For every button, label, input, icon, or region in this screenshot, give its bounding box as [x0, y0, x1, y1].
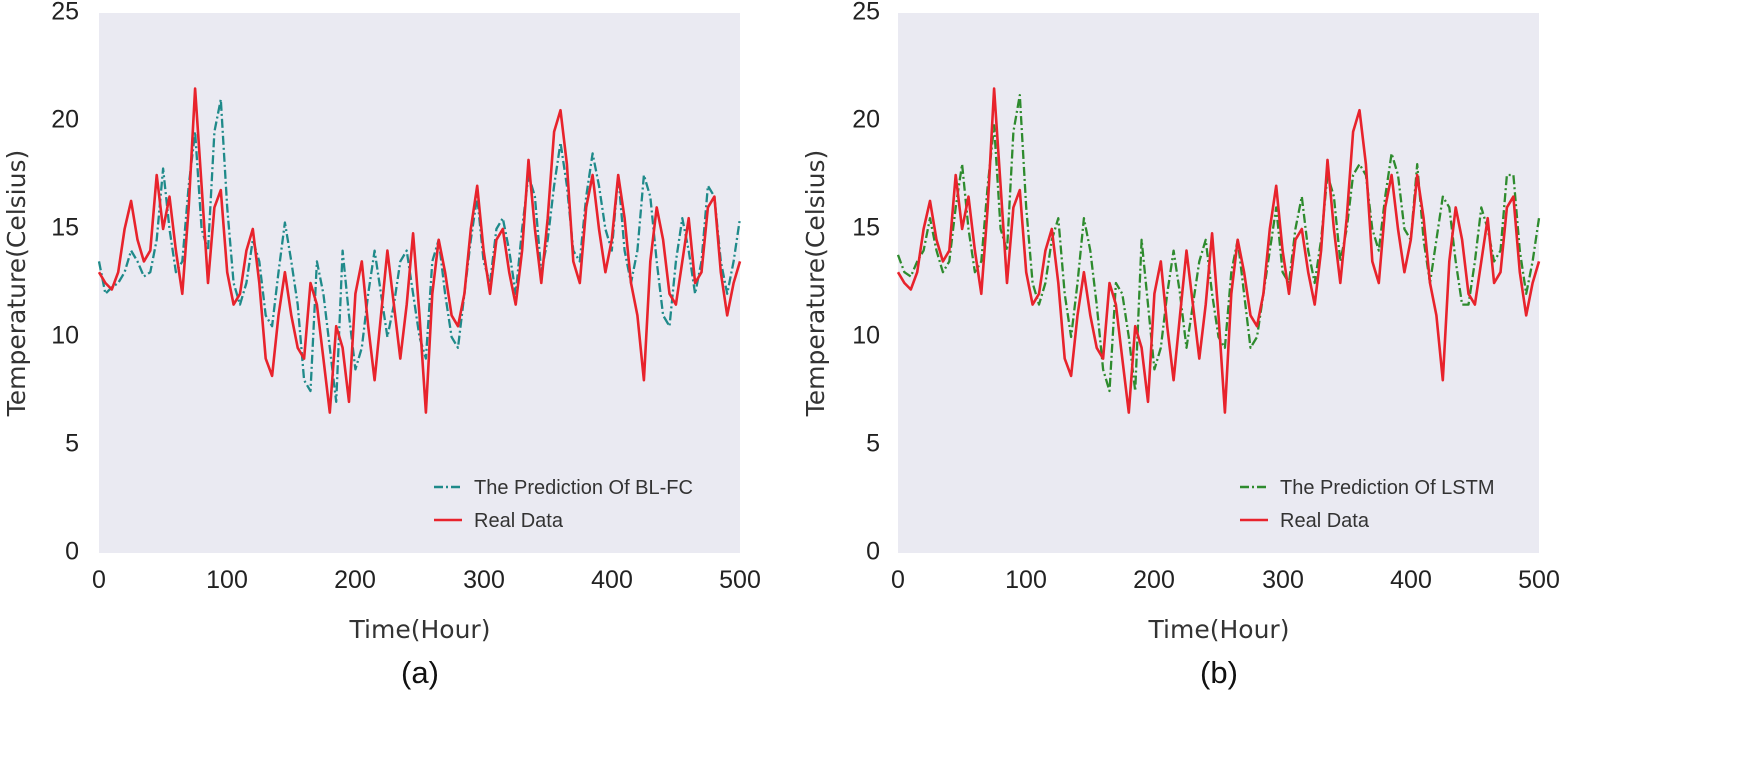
x-axis-title-a: Time(Hour): [349, 615, 491, 644]
y-tick-label-b-25: 25: [852, 0, 880, 26]
x-tick-labels-b: 0 100 200 300 400 500: [891, 566, 1560, 594]
x-tick-label-b-500: 500: [1518, 566, 1560, 594]
legend-a: The Prediction Of BL-FC Real Data: [434, 477, 693, 532]
chart-panel-b: 0 5 10 15 20 25 0 100 200 300 400 500 Ti…: [801, 0, 1560, 690]
y-tick-label-a-15: 15: [51, 214, 79, 242]
y-tick-label-a-10: 10: [51, 322, 79, 350]
y-tick-labels-a: 0 5 10 15 20 25: [51, 0, 79, 566]
x-tick-label-a-200: 200: [334, 566, 376, 594]
chart-panel-a: 0 5 10 15 20 25 0 100 200 300 400 500 Ti…: [2, 0, 761, 690]
y-tick-label-a-0: 0: [65, 538, 79, 566]
x-tick-label-a-0: 0: [92, 566, 106, 594]
x-tick-label-a-500: 500: [719, 566, 761, 594]
y-tick-label-b-15: 15: [852, 214, 880, 242]
series-group-a: [97, 87, 742, 414]
y-tick-label-a-25: 25: [51, 0, 79, 26]
y-tick-label-b-5: 5: [866, 430, 880, 458]
x-tick-label-a-100: 100: [206, 566, 248, 594]
series-group-b: [896, 87, 1541, 414]
panel-caption-a: (a): [401, 655, 439, 690]
plot-area-b: [898, 13, 1539, 553]
y-axis-title-b: Temperature(Celsius): [801, 150, 830, 418]
panel-caption-b: (b): [1200, 655, 1238, 690]
legend-label-a-prediction: The Prediction Of BL-FC: [474, 477, 693, 499]
legend-label-b-real: Real Data: [1280, 510, 1370, 532]
x-axis-title-b: Time(Hour): [1148, 615, 1290, 644]
plot-area-a: [99, 13, 740, 553]
x-tick-label-b-400: 400: [1390, 566, 1432, 594]
y-tick-label-b-0: 0: [866, 538, 880, 566]
legend-b: The Prediction Of LSTM Real Data: [1240, 477, 1495, 532]
legend-label-a-real: Real Data: [474, 510, 564, 532]
x-tick-label-b-200: 200: [1133, 566, 1175, 594]
x-tick-label-a-300: 300: [463, 566, 505, 594]
x-tick-label-b-300: 300: [1262, 566, 1304, 594]
x-tick-label-b-0: 0: [891, 566, 905, 594]
series-line-b-real: [896, 87, 1541, 414]
y-tick-label-b-10: 10: [852, 322, 880, 350]
x-tick-label-a-400: 400: [591, 566, 633, 594]
x-tick-labels-a: 0 100 200 300 400 500: [92, 566, 761, 594]
y-tick-labels-b: 0 5 10 15 20 25: [852, 0, 880, 566]
y-tick-label-a-20: 20: [51, 106, 79, 134]
legend-label-b-prediction: The Prediction Of LSTM: [1280, 477, 1495, 499]
y-tick-label-b-20: 20: [852, 106, 880, 134]
series-line-a-real: [97, 87, 742, 414]
x-tick-label-b-100: 100: [1005, 566, 1047, 594]
y-axis-title-a: Temperature(Celsius): [2, 150, 31, 418]
y-tick-label-a-5: 5: [65, 430, 79, 458]
